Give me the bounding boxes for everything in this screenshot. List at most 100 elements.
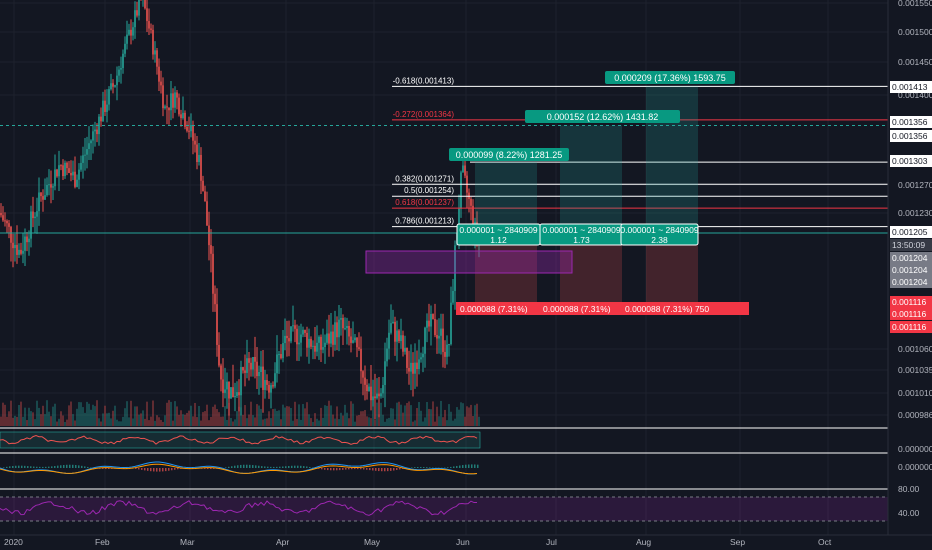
price-badge: 0.001303 <box>892 156 928 166</box>
candle-body <box>180 114 182 119</box>
macd-histogram-bar <box>252 465 254 468</box>
volume-bar <box>116 419 118 426</box>
macd-histogram-bar <box>396 468 398 471</box>
volume-bar <box>226 419 228 426</box>
candle-body <box>28 238 30 243</box>
candle-body <box>198 154 200 163</box>
candle-body <box>372 396 374 401</box>
price-badge: 0.001413 <box>892 82 928 92</box>
candle-body <box>362 371 364 378</box>
oscillator-tick-label: 0.000000 <box>898 462 932 472</box>
candle-body <box>78 169 80 180</box>
time-axis-label: Sep <box>730 537 745 547</box>
volume-bar <box>56 421 58 426</box>
macd-histogram-bar <box>60 465 62 468</box>
volume-bar <box>70 401 72 426</box>
volume-bar <box>44 414 46 426</box>
macd-histogram-bar <box>453 466 455 468</box>
volume-bar <box>90 409 92 426</box>
candle-body <box>384 361 386 385</box>
macd-histogram-bar <box>159 468 161 472</box>
candle-body <box>292 325 294 327</box>
macd-histogram-bar <box>12 465 14 468</box>
volume-bar <box>268 411 270 426</box>
candle-body <box>430 314 432 327</box>
candle-body <box>8 223 10 227</box>
candle-body <box>258 371 260 377</box>
macd-histogram-bar <box>135 468 137 469</box>
volume-bar <box>252 415 254 426</box>
volume-bar <box>132 418 134 426</box>
price-tick-label: 0.001230 <box>898 208 932 218</box>
volume-bar <box>78 402 80 426</box>
candle-body <box>184 112 186 127</box>
candle-body <box>432 314 434 320</box>
volume-bar <box>288 406 290 426</box>
candle-body <box>346 326 348 329</box>
candle-body <box>368 386 370 392</box>
volume-bar <box>468 407 470 426</box>
macd-histogram-bar <box>324 468 326 470</box>
macd-histogram-bar <box>15 465 17 468</box>
candle-body <box>76 179 78 187</box>
macd-histogram-bar <box>240 464 242 468</box>
volume-bar <box>12 417 14 426</box>
volume-bar <box>156 415 158 426</box>
candle-body <box>458 208 460 233</box>
candle-body <box>342 318 344 329</box>
volume-bar <box>270 418 272 426</box>
candle-body <box>262 366 264 390</box>
macd-histogram-bar <box>339 468 341 471</box>
candle-body <box>288 338 290 342</box>
volume-bar <box>462 403 464 426</box>
macd-histogram-bar <box>111 468 113 469</box>
volume-bar <box>86 401 88 426</box>
candle-body <box>124 43 126 54</box>
volume-bar <box>114 405 116 426</box>
candle-body <box>434 319 436 336</box>
price-tick-label: 0.001035 <box>898 365 932 375</box>
macd-histogram-bar <box>54 466 56 468</box>
macd-histogram-bar <box>393 468 395 471</box>
volume-bar <box>364 410 366 426</box>
volume-bar <box>286 406 288 426</box>
macd-histogram-bar <box>246 464 248 468</box>
candle-body <box>146 8 148 22</box>
volume-bar <box>38 407 40 426</box>
candle-body <box>440 328 442 336</box>
candle-body <box>408 367 410 372</box>
position-entry-label: 0.000001 ~ 2840909 <box>459 225 538 235</box>
candle-body <box>304 329 306 333</box>
volume-bar <box>404 405 406 426</box>
volume-bar <box>258 405 260 426</box>
volume-bar <box>122 416 124 426</box>
volume-bar <box>356 415 358 426</box>
candle-body <box>320 336 322 350</box>
candle-body <box>104 100 106 112</box>
volume-bar <box>408 401 410 426</box>
candle-body <box>134 10 136 28</box>
volume-bar <box>274 408 276 426</box>
candle-body <box>278 354 280 356</box>
volume-bar <box>10 400 12 426</box>
candle-body <box>54 169 56 187</box>
position-target-label-bg <box>605 71 735 84</box>
candle-body <box>394 321 396 342</box>
macd-histogram-bar <box>357 468 359 470</box>
position-entry-label: 0.000001 ~ 2840909 <box>542 225 621 235</box>
candle-body <box>210 245 212 254</box>
macd-histogram-bar <box>309 466 311 468</box>
volume-bar <box>96 400 98 426</box>
macd-histogram-bar <box>243 464 245 468</box>
candle-body <box>380 393 382 397</box>
volume-bar <box>334 418 336 426</box>
candle-body <box>266 380 268 385</box>
volume-bar <box>68 405 70 426</box>
candle-body <box>470 198 472 206</box>
candle-body <box>382 384 384 394</box>
macd-histogram-bar <box>33 466 35 468</box>
volume-bar <box>172 420 174 426</box>
position-entry-label: 0.000001 ~ 2840909 <box>620 225 699 235</box>
candle-body <box>264 380 266 390</box>
